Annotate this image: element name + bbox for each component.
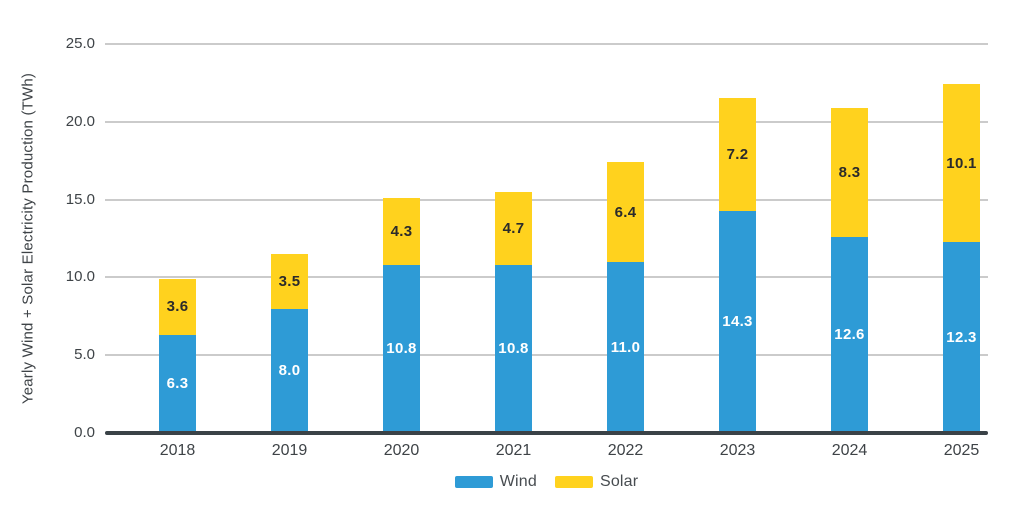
legend: Wind Solar xyxy=(105,473,988,491)
value-label-solar-2024: 8.3 xyxy=(838,163,861,181)
gridline-15.0 xyxy=(105,198,988,201)
bar-2021: 4.7 10.8 xyxy=(495,191,532,433)
bar-segment-wind-2022: 11.0 xyxy=(607,261,644,433)
bar-segment-wind-2020: 10.8 xyxy=(383,264,420,433)
y-tick-0.0: 0.0 xyxy=(74,424,95,441)
bar-segment-wind-2024: 12.6 xyxy=(831,236,868,433)
bar-2023: 7.2 14.3 xyxy=(719,98,756,433)
bar-segment-solar-2024: 8.3 xyxy=(831,107,868,237)
x-label-2020: 2020 xyxy=(383,442,420,459)
bar-2022: 6.4 11.0 xyxy=(607,162,644,433)
plot-area: 3.6 6.3 3.5 8.0 4.3 10.8 4.7 10.8 6.4 11.0 7.2 14.3… xyxy=(105,43,988,435)
bar-segment-solar-2019: 3.5 xyxy=(271,254,308,309)
gridline-25.0 xyxy=(105,43,988,45)
value-label-wind-2021: 10.8 xyxy=(498,340,529,358)
legend-item-wind: Wind xyxy=(454,473,537,491)
bar-2020: 4.3 10.8 xyxy=(383,198,420,433)
bar-segment-solar-2025: 10.1 xyxy=(943,84,980,242)
bar-2025: 10.1 12.3 xyxy=(943,84,980,433)
y-tick-10.0: 10.0 xyxy=(65,268,95,286)
bar-segment-wind-2018: 6.3 xyxy=(159,334,196,433)
x-label-2022: 2022 xyxy=(607,442,644,459)
x-axis-labels: 2018 2019 2020 2021 2022 2023 2024 2025 xyxy=(105,442,988,464)
gridline-10.0 xyxy=(105,276,988,279)
y-tick-5.0: 5.0 xyxy=(74,346,95,364)
x-axis-line xyxy=(105,431,988,435)
value-label-solar-2021: 4.7 xyxy=(502,219,525,237)
value-label-solar-2025: 10.1 xyxy=(946,154,977,172)
bar-segment-solar-2018: 3.6 xyxy=(159,278,196,335)
legend-item-solar: Solar xyxy=(554,473,639,491)
bar-2019: 3.5 8.0 xyxy=(271,254,308,433)
x-label-2021: 2021 xyxy=(495,442,532,459)
value-label-solar-2023: 7.2 xyxy=(726,145,749,163)
y-tick-15.0: 15.0 xyxy=(65,190,95,208)
x-label-2019: 2019 xyxy=(271,442,308,459)
gridline-20.0 xyxy=(105,120,988,123)
y-axis-tick-labels: 0.0 5.0 10.0 15.0 20.0 25.0 xyxy=(0,0,95,522)
x-label-2024: 2024 xyxy=(831,442,868,459)
legend-label-solar: Solar xyxy=(599,473,639,490)
bar-segment-solar-2023: 7.2 xyxy=(719,98,756,211)
y-tick-25.0: 25.0 xyxy=(65,35,95,52)
bar-segment-solar-2022: 6.4 xyxy=(607,162,644,262)
x-label-2025: 2025 xyxy=(943,442,980,459)
bar-segment-wind-2019: 8.0 xyxy=(271,308,308,433)
value-label-wind-2022: 11.0 xyxy=(610,338,641,356)
bar-segment-solar-2020: 4.3 xyxy=(383,198,420,265)
legend-swatch-wind xyxy=(454,476,493,488)
bar-segment-wind-2023: 14.3 xyxy=(719,210,756,433)
value-label-wind-2020: 10.8 xyxy=(386,340,417,358)
bar-2018: 3.6 6.3 xyxy=(159,278,196,433)
value-label-solar-2019: 3.5 xyxy=(278,272,301,290)
gridline-5.0 xyxy=(105,354,988,357)
value-label-wind-2023: 14.3 xyxy=(722,313,753,331)
value-label-wind-2018: 6.3 xyxy=(166,375,189,393)
value-label-solar-2020: 4.3 xyxy=(390,223,413,240)
bar-segment-solar-2021: 4.7 xyxy=(495,191,532,265)
value-label-solar-2018: 3.6 xyxy=(166,298,189,316)
value-label-wind-2019: 8.0 xyxy=(278,362,301,380)
x-label-2018: 2018 xyxy=(159,442,196,459)
y-tick-20.0: 20.0 xyxy=(65,112,95,130)
bar-segment-wind-2021: 10.8 xyxy=(495,264,532,433)
x-label-2023: 2023 xyxy=(719,442,756,459)
legend-label-wind: Wind xyxy=(499,473,537,490)
bar-segment-wind-2025: 12.3 xyxy=(943,241,980,433)
bar-2024: 8.3 12.6 xyxy=(831,107,868,433)
value-label-wind-2025: 12.3 xyxy=(946,328,977,346)
value-label-solar-2022: 6.4 xyxy=(614,203,637,221)
legend-swatch-solar xyxy=(554,476,593,488)
value-label-wind-2024: 12.6 xyxy=(834,326,865,344)
